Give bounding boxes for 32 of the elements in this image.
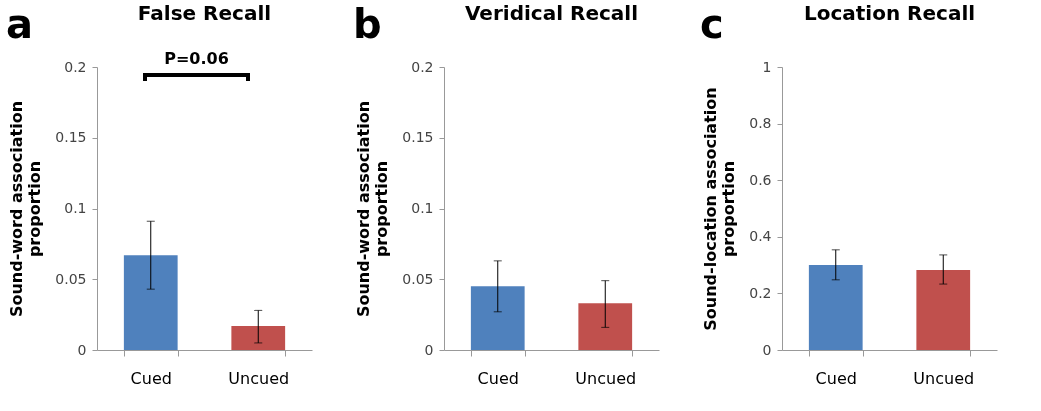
y-tick-label: 0.2 (411, 58, 434, 75)
y-tick-label: 0.05 (55, 270, 87, 287)
text: c (700, 0, 724, 48)
chart-title: False Recall (137, 1, 272, 25)
y-tick-label: 0.2 (749, 284, 772, 301)
y-axis-title: Sound-word association proportion (7, 100, 45, 318)
y-axis-title: Sound-location association proportion (701, 87, 739, 331)
text: b (353, 0, 382, 48)
chart-title: Veridical Recall (464, 1, 639, 25)
y-tick-label: 0.1 (411, 200, 434, 216)
x-tick-label: Cued (477, 368, 519, 388)
y-tick-label: 0.15 (55, 129, 87, 146)
x-tick-label: Cued (130, 368, 172, 388)
y-tick-label: 0 (77, 341, 87, 358)
annotation: P=0.06 (163, 49, 230, 68)
y-tick-label: 0.6 (749, 171, 772, 188)
y-tick-label: 0.8 (749, 115, 772, 132)
y-tick-label: 1 (762, 58, 772, 75)
x-tick-label: Uncued (575, 368, 637, 388)
x-tick-label: Uncued (228, 368, 290, 388)
text: a (6, 0, 33, 48)
y-tick-label: 0.2 (64, 58, 87, 75)
y-tick-label: 0 (424, 341, 434, 358)
y-tick-label: 0.15 (402, 129, 434, 146)
y-axis-title: Sound-word association proportion (354, 100, 392, 318)
y-tick-label: 0.4 (749, 228, 772, 245)
x-tick-label: Cued (815, 368, 857, 388)
y-tick-label: 0 (762, 341, 772, 358)
x-tick-label: Uncued (913, 368, 975, 388)
chart-title: Location Recall (803, 1, 976, 25)
y-tick-label: 0.1 (64, 200, 87, 216)
y-tick-label: 0.05 (402, 270, 434, 287)
